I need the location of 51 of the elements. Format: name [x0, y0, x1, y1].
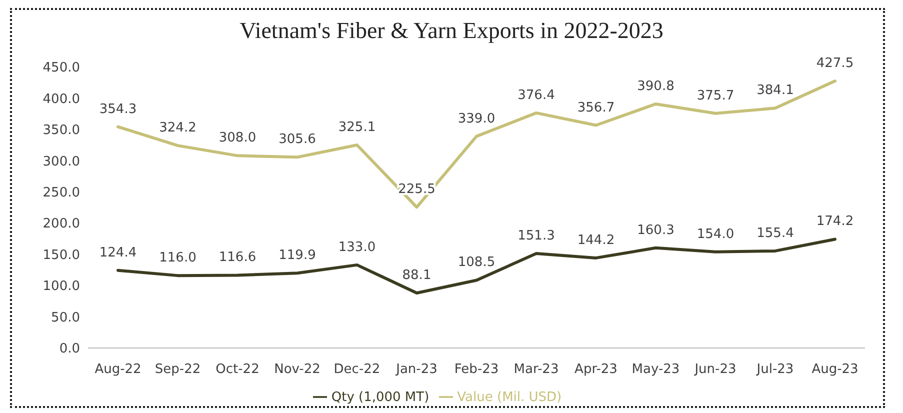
data-label: 116.0: [159, 250, 196, 266]
data-label: 144.2: [577, 232, 615, 248]
data-label: 384.1: [756, 83, 794, 98]
x-tick-label: May-23: [632, 362, 680, 378]
data-label: 116.6: [218, 250, 256, 266]
data-label: 324.2: [159, 120, 196, 136]
data-label: 375.7: [696, 88, 734, 104]
x-tick-label: Feb-23: [454, 362, 499, 378]
y-tick-label: 150.0: [42, 248, 80, 263]
y-tick-label: 250.0: [42, 186, 80, 201]
data-label: 427.5: [816, 56, 854, 72]
data-label: 308.0: [218, 130, 256, 146]
data-label: 119.9: [278, 248, 316, 264]
legend-label: Value (Mil. USD): [457, 390, 562, 405]
data-label: 356.7: [577, 100, 615, 116]
x-tick-label: Jan-23: [395, 362, 438, 378]
x-tick-label: Jun-23: [694, 362, 736, 378]
y-tick-label: 0.0: [59, 342, 80, 357]
x-tick-label: Aug-22: [94, 362, 142, 378]
x-tick-label: Oct-22: [216, 362, 260, 378]
data-label: 376.4: [518, 88, 555, 103]
data-label: 339.0: [458, 111, 496, 126]
x-tick-label: Sep-22: [154, 362, 201, 378]
data-label: 88.1: [402, 268, 432, 283]
data-label: 108.5: [458, 255, 496, 270]
x-tick-label: Apr-23: [574, 362, 618, 378]
data-label: 155.4: [756, 226, 794, 241]
legend-label: Qty (1,000 MT): [331, 390, 430, 405]
data-label: 354.3: [99, 102, 137, 117]
chart-title: Vietnam's Fiber & Yarn Exports in 2022-2023: [238, 18, 664, 44]
x-tick-label: Aug-23: [812, 362, 858, 378]
data-label: 133.0: [338, 240, 376, 255]
data-label: 305.6: [278, 132, 316, 148]
x-tick-label: Nov-22: [274, 362, 320, 378]
y-tick-label: 350.0: [42, 123, 80, 138]
y-tick-label: 300.0: [42, 154, 80, 170]
data-label: 154.0: [696, 226, 734, 242]
y-tick-label: 450.0: [42, 60, 80, 76]
x-tick-label: Mar-23: [514, 362, 559, 378]
data-label: 174.2: [816, 214, 854, 230]
y-tick-label: 200.0: [42, 216, 80, 232]
data-label: 325.1: [338, 120, 376, 135]
y-tick-label: 100.0: [42, 279, 80, 294]
x-tick-label: Jul-23: [756, 362, 794, 378]
data-label: 151.3: [518, 228, 555, 244]
data-label: 160.3: [637, 222, 674, 238]
y-tick-label: 50.0: [51, 310, 80, 326]
x-tick-label: Dec-22: [334, 362, 380, 378]
data-label: 124.4: [99, 245, 137, 260]
data-label: 390.8: [637, 78, 674, 94]
y-tick-label: 400.0: [42, 92, 80, 107]
